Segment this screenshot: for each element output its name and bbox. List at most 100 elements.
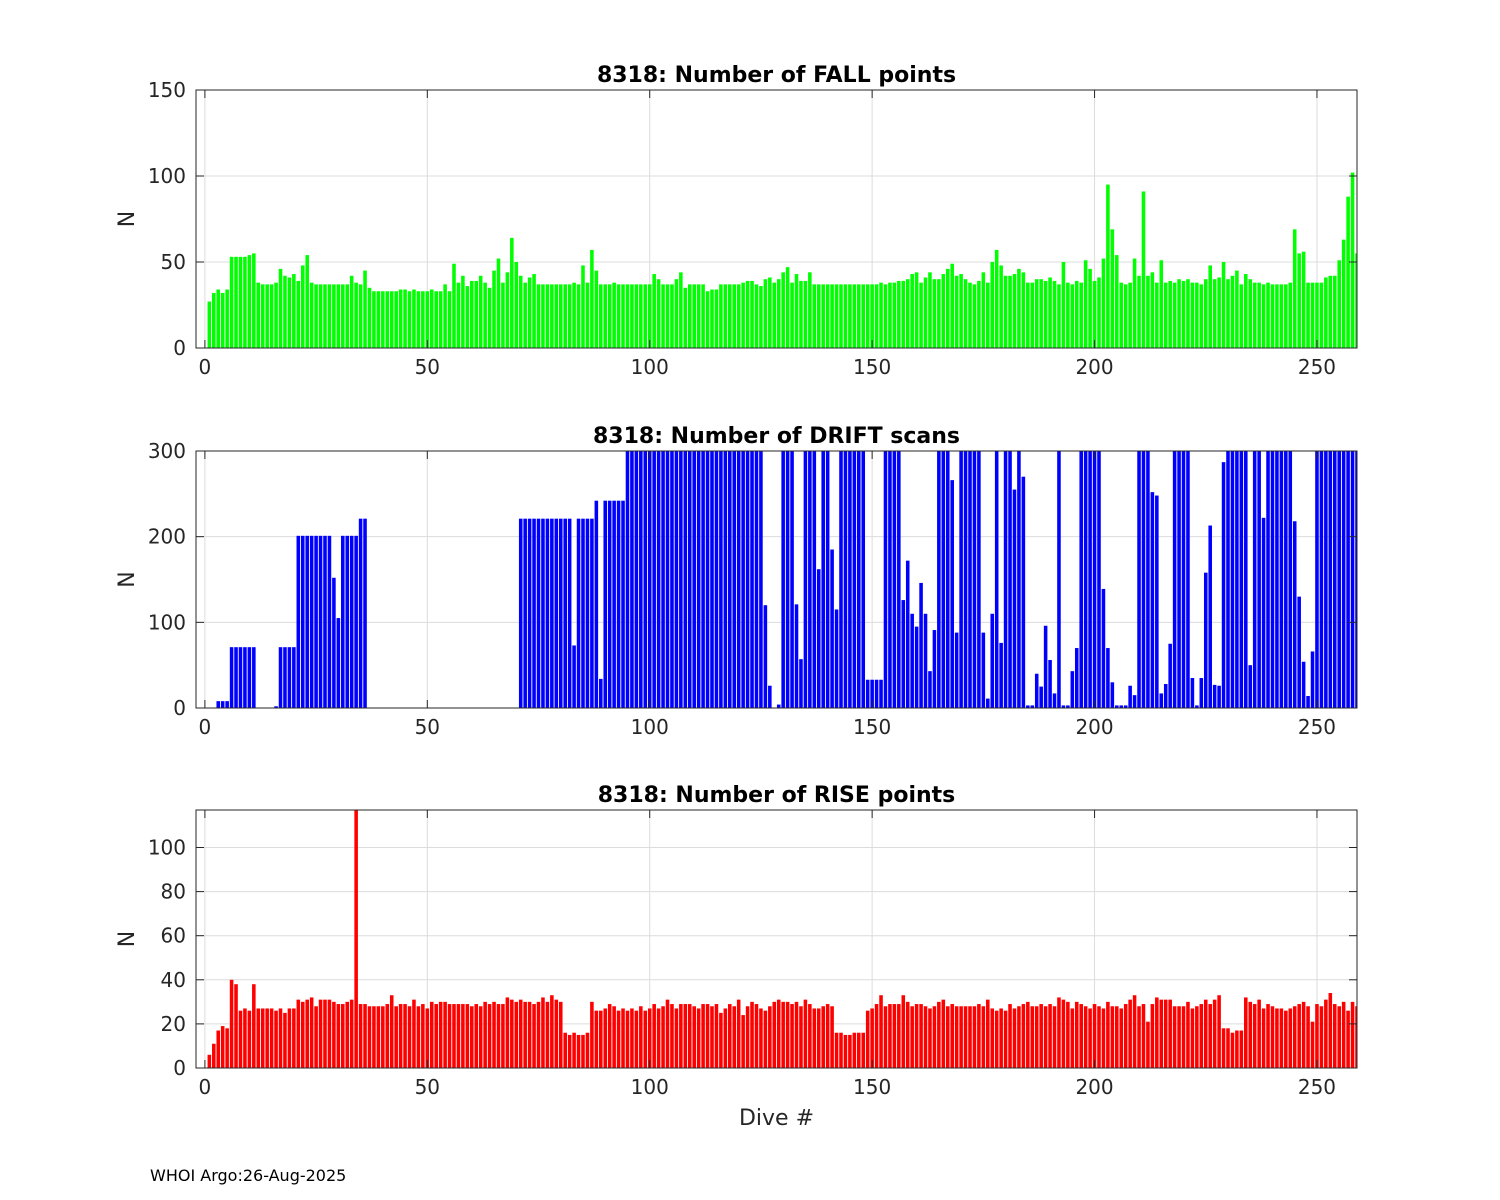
bar xyxy=(1092,451,1097,708)
bar xyxy=(759,286,763,348)
bar xyxy=(1310,282,1315,348)
bar xyxy=(910,613,914,708)
bar xyxy=(923,277,928,348)
bar xyxy=(407,1006,412,1068)
bar xyxy=(1337,1006,1341,1068)
bar xyxy=(803,280,808,348)
bar xyxy=(1026,705,1030,708)
bar xyxy=(1070,1008,1075,1068)
bar xyxy=(1061,262,1066,348)
bar xyxy=(323,535,327,708)
y-tick-label: 0 xyxy=(173,336,186,360)
bar xyxy=(354,282,358,348)
bar xyxy=(407,291,412,348)
bar xyxy=(1092,280,1097,348)
bar xyxy=(1155,282,1159,348)
bar xyxy=(1132,695,1137,708)
y-axis-label: N xyxy=(115,931,140,947)
x-tick-label: 150 xyxy=(853,355,891,379)
bar xyxy=(1088,1008,1092,1068)
x-tick-label: 150 xyxy=(853,1075,891,1099)
bar xyxy=(1159,260,1164,348)
bar xyxy=(394,291,398,348)
bar xyxy=(1150,492,1155,708)
bar xyxy=(1350,451,1355,708)
bar xyxy=(1279,284,1284,348)
bar xyxy=(745,280,750,348)
bar xyxy=(1034,279,1039,348)
bar xyxy=(309,282,314,348)
bar xyxy=(1346,1010,1350,1068)
bar xyxy=(963,451,968,708)
bar xyxy=(1106,184,1110,348)
bar xyxy=(1257,451,1261,708)
bar xyxy=(1341,239,1346,348)
bar xyxy=(229,256,234,348)
bar xyxy=(1332,451,1337,708)
bar xyxy=(941,999,946,1068)
bar xyxy=(723,451,728,708)
bar xyxy=(1190,678,1195,708)
bar xyxy=(776,999,781,1068)
bar xyxy=(518,999,523,1068)
bar xyxy=(1168,999,1172,1068)
bar xyxy=(630,284,634,348)
bar xyxy=(710,451,714,708)
x-axis-label: Dive # xyxy=(739,1106,814,1131)
bar xyxy=(265,1008,269,1068)
bar xyxy=(1212,999,1217,1068)
bar xyxy=(710,1006,714,1068)
bar xyxy=(901,280,906,348)
bar xyxy=(1003,275,1008,348)
bar xyxy=(1057,997,1061,1068)
bar xyxy=(487,1004,492,1068)
chart-title: 8318: Number of FALL points xyxy=(597,63,956,88)
x-tick-label: 0 xyxy=(199,715,212,739)
bar xyxy=(247,255,252,348)
bar xyxy=(1337,260,1341,348)
bar xyxy=(234,984,238,1068)
bar xyxy=(1039,1004,1043,1068)
bar xyxy=(776,704,781,708)
bar xyxy=(536,284,541,348)
bar xyxy=(238,647,243,708)
bar xyxy=(1043,1006,1048,1068)
bar xyxy=(808,1004,812,1068)
bar xyxy=(252,984,256,1068)
bar xyxy=(474,280,479,348)
bar xyxy=(345,1001,350,1068)
bar xyxy=(554,999,559,1068)
bar xyxy=(300,1001,305,1068)
bar xyxy=(714,451,719,708)
bar xyxy=(941,274,946,348)
y-tick-label: 0 xyxy=(173,1056,186,1080)
bar xyxy=(318,535,323,708)
bar xyxy=(327,284,332,348)
bar xyxy=(1061,999,1066,1068)
bar xyxy=(670,284,674,348)
bar xyxy=(563,518,567,708)
bar xyxy=(1155,495,1159,708)
x-tick-label: 100 xyxy=(631,1075,669,1099)
bar xyxy=(1181,280,1186,348)
bar xyxy=(274,1010,278,1068)
bar xyxy=(590,249,594,348)
bar xyxy=(1186,1001,1190,1068)
bar xyxy=(750,451,754,708)
bar xyxy=(661,284,665,348)
bar xyxy=(478,1006,483,1068)
bar xyxy=(1328,993,1333,1068)
bar xyxy=(919,582,923,708)
bar xyxy=(1244,451,1248,708)
bar xyxy=(207,1054,212,1068)
bar xyxy=(763,605,768,708)
bar xyxy=(541,284,545,348)
bar xyxy=(1043,625,1048,708)
bar xyxy=(821,1006,825,1068)
bar xyxy=(1186,279,1190,348)
bar xyxy=(585,518,590,708)
bar xyxy=(670,451,674,708)
bar xyxy=(389,995,394,1068)
bar xyxy=(332,577,336,708)
